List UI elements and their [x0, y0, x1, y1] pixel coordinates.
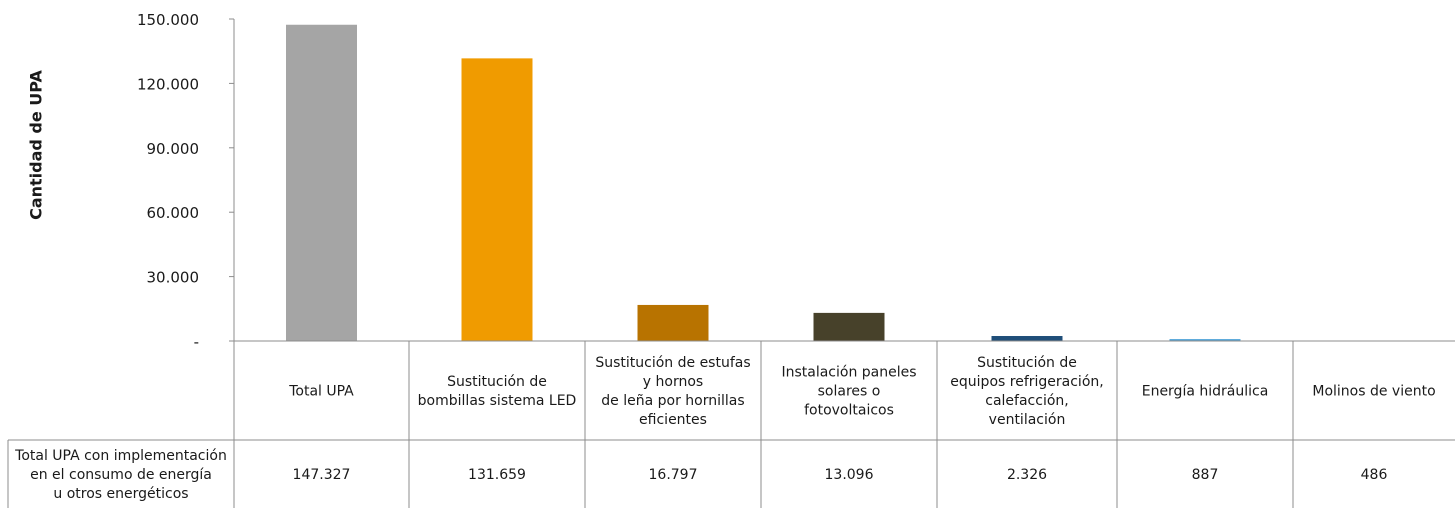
y-tick-label: 30.000 [147, 269, 200, 287]
value-label: 147.327 [293, 467, 351, 483]
category-label: Sustitución de equipos refrigeración, cale… [950, 355, 1103, 428]
data-table: Total UPA Sustitución de bombillas sistema… [7, 340, 1455, 508]
bar [461, 58, 533, 342]
value-label: 2.326 [1007, 467, 1047, 483]
table-row-label: Total UPA con implementación en el consum… [14, 448, 227, 502]
value-label: 887 [1192, 467, 1219, 483]
y-axis: - 30.000 60.000 90.000 120.000 150.000 [137, 11, 235, 351]
category-label: Sustitución de estufas y hornos de leña po… [595, 355, 750, 428]
y-tick-label: 150.000 [137, 11, 199, 29]
category-label: Total UPA [288, 384, 354, 400]
value-label: 131.659 [468, 467, 526, 483]
value-label: 13.096 [825, 467, 874, 483]
category-label: Instalación paneles solares o fotovoltaico… [781, 365, 916, 419]
y-tick-label: 90.000 [147, 140, 200, 158]
bar [1169, 339, 1241, 341]
category-label: Sustitución de bombillas sistema LED [418, 374, 577, 409]
y-tick-label: - [194, 333, 199, 351]
bar [813, 312, 885, 341]
bar [1338, 339, 1410, 341]
y-axis-title-wrap: Cantidad de UPA [22, 30, 50, 260]
category-label: Energía hidráulica [1142, 384, 1269, 400]
value-label: 16.797 [649, 467, 698, 483]
bar [286, 24, 357, 342]
bar [991, 336, 1063, 341]
category-label: Molinos de viento [1312, 384, 1435, 400]
bar [637, 304, 709, 341]
y-tick-label: 120.000 [137, 75, 199, 93]
y-tick-label: 60.000 [147, 204, 200, 222]
bars [286, 24, 1410, 342]
value-label: 486 [1361, 467, 1388, 483]
y-axis-title: Cantidad de UPA [26, 70, 46, 220]
